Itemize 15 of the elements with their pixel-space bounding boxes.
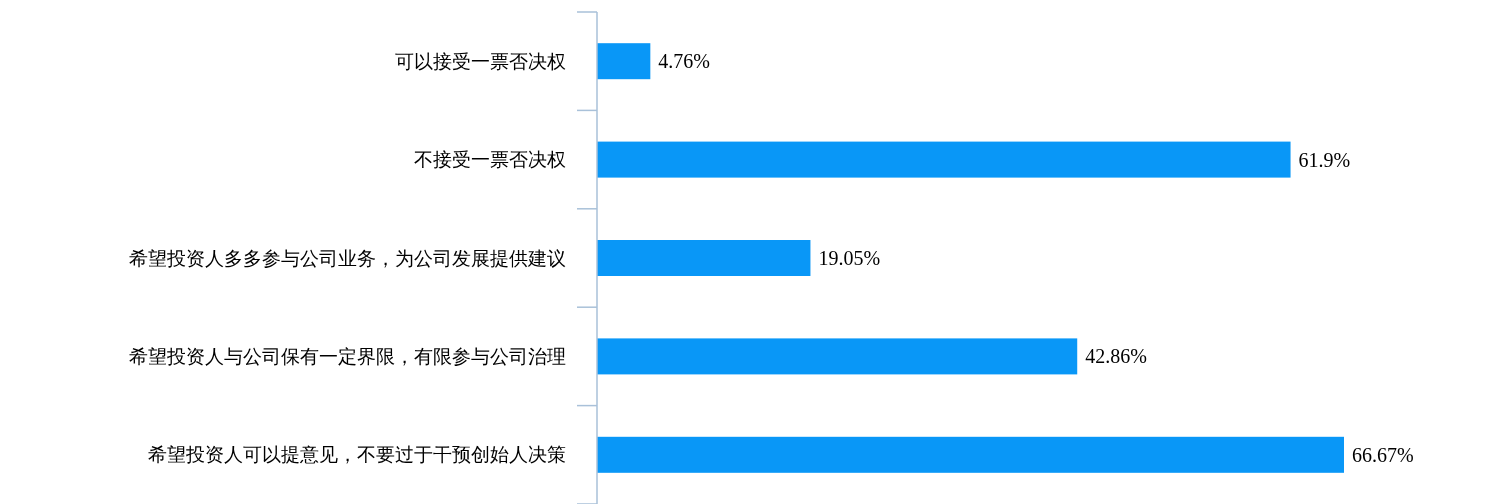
y-tick-label: 不接受一票否决权 xyxy=(414,149,566,171)
data-label: 66.67% xyxy=(1352,443,1414,466)
bar xyxy=(597,141,1291,178)
y-tick-label: 希望投资人多多参与公司业务，为公司发展提供建议 xyxy=(129,247,566,269)
bar xyxy=(597,240,811,276)
bar xyxy=(597,338,1078,375)
bar xyxy=(597,43,651,80)
data-label: 4.76% xyxy=(658,50,711,73)
data-label: 42.86% xyxy=(1085,345,1147,368)
data-label: 61.9% xyxy=(1298,148,1351,171)
y-tick-label: 可以接受一票否决权 xyxy=(395,50,566,72)
bar xyxy=(597,436,1344,473)
data-label: 19.05% xyxy=(818,247,881,269)
y-tick-label: 希望投资人与公司保有一定界限，有限参与公司治理 xyxy=(129,345,566,367)
y-tick-label: 希望投资人可以提意见，不要过于干预创始人决策 xyxy=(148,444,566,466)
